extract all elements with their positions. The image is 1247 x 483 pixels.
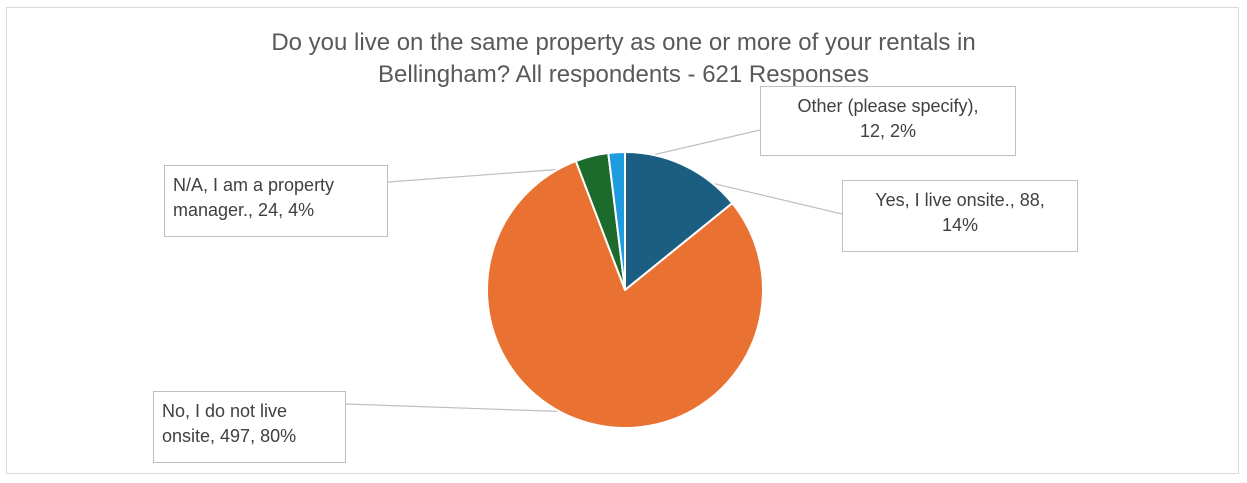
data-label-no-line-2: onsite, 497, 80% [162, 426, 297, 446]
pie-slice-no [486, 160, 764, 429]
chart-title-line-2: Bellingham? All respondents - 621 Respon… [378, 61, 869, 88]
leader-line-no [345, 403, 593, 414]
data-label-yes-line-1: Yes, I live onsite., 88, [875, 190, 1045, 210]
data-label-yes-line-2: 14% [941, 215, 979, 235]
data-label-yes: Yes, I live onsite., 88, 14% [842, 180, 1078, 252]
data-label-na-line-2: manager., 24, 4% [173, 200, 315, 220]
pie-slice-yes [624, 151, 734, 291]
chart-title-line-1: Do you live on the same property as one … [271, 29, 976, 56]
data-label-na-line-1: N/A, I am a property [173, 175, 335, 195]
chart-title: Do you live on the same property as one … [0, 27, 1247, 91]
data-label-other-line-2: 12, 2% [859, 121, 917, 141]
data-label-no-line-1: No, I do not live [162, 401, 288, 421]
pie-slice-other [607, 151, 626, 291]
data-label-no: No, I do not live onsite, 497, 80% [153, 391, 346, 463]
data-label-na: N/A, I am a property manager., 24, 4% [164, 165, 388, 237]
data-label-other: Other (please specify), 12, 2% [760, 86, 1016, 156]
data-label-other-line-1: Other (please specify), [797, 96, 979, 116]
